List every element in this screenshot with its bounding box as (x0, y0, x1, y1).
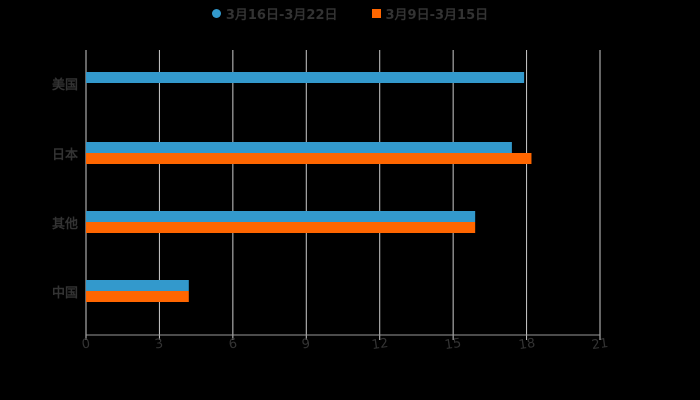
bar-week-mar16[interactable] (86, 211, 476, 222)
legend-label: 3月9日-3月15日 (385, 8, 489, 23)
bar-week-mar16[interactable] (86, 142, 512, 153)
legend-label: 3月16日-3月22日 (225, 8, 338, 23)
category-label: 美国 (51, 78, 78, 93)
category-label: 中国 (51, 286, 78, 301)
category-label: 日本 (51, 148, 78, 163)
bar-week-mar16[interactable] (86, 72, 525, 83)
bar-week-mar9[interactable] (86, 222, 476, 233)
bar-week-mar16[interactable] (86, 280, 189, 291)
legend-square-icon (371, 9, 381, 18)
category-label: 其他 (51, 217, 78, 232)
legend-circle-icon (211, 9, 221, 18)
legend-item-week-mar16[interactable]: 3月16日-3月22日 (211, 4, 338, 23)
bar-week-mar9[interactable] (86, 153, 532, 164)
bar-week-mar9[interactable] (86, 291, 189, 302)
chart-legend: 3月16日-3月22日 3月9日-3月15日 (0, 4, 700, 23)
legend-item-week-mar9[interactable]: 3月9日-3月15日 (371, 4, 489, 23)
